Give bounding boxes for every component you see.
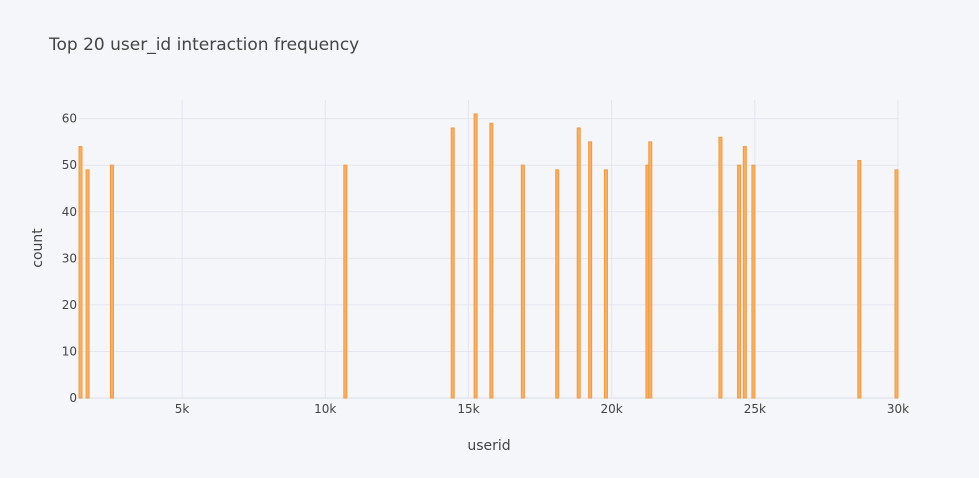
y-tick-label: 50 [62,158,77,172]
grid-layer [79,100,899,399]
bar[interactable] [751,164,756,399]
x-axis-title: userid [467,438,510,454]
bar[interactable] [648,141,653,399]
y-tick-label: 0 [69,391,77,405]
y-tick-label: 60 [62,112,77,126]
bar[interactable] [857,160,862,399]
y-tick-label: 20 [62,298,77,312]
bar[interactable] [520,164,525,399]
bar[interactable] [894,169,899,399]
bar[interactable] [718,136,723,399]
bar[interactable] [603,169,608,399]
bar[interactable] [576,127,581,399]
y-tick-layer: 0 10 20 30 40 50 60 [62,112,77,405]
x-tick-label: 25k [744,402,766,416]
x-tick-label: 10k [314,402,336,416]
bar[interactable] [737,164,742,399]
y-tick-label: 10 [62,344,77,358]
bar[interactable] [450,127,455,399]
bar[interactable] [555,169,560,399]
x-tick-label: 20k [601,402,623,416]
x-tick-label: 5k [175,402,190,416]
bar[interactable] [489,122,494,399]
bar[interactable] [588,141,593,399]
bar[interactable] [742,146,747,399]
y-axis-title: count [30,228,46,268]
x-tick-label: 15k [457,402,479,416]
bar-layer [78,113,899,399]
x-tick-label: 30k [887,402,909,416]
chart-title: Top 20 user_id interaction frequency [48,35,359,55]
bar[interactable] [109,164,114,399]
y-tick-label: 30 [62,251,77,265]
bar[interactable] [78,146,83,399]
bar[interactable] [85,169,90,399]
x-tick-layer: 5k 10k 15k 20k 25k 30k [175,402,909,416]
y-tick-label: 40 [62,205,77,219]
bar[interactable] [473,113,478,399]
bar[interactable] [343,164,348,399]
